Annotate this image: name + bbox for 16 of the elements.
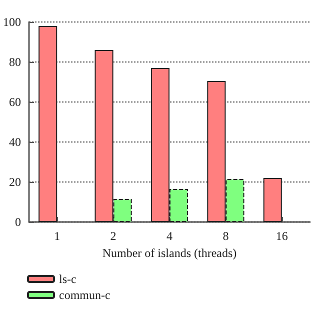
y-tick-label: 60: [9, 95, 21, 109]
legend-label: commun-c: [59, 288, 110, 302]
bar: [38, 26, 58, 222]
x-tick-label: 16: [276, 229, 288, 243]
bar: [263, 178, 282, 222]
y-tick-label: 100: [3, 15, 21, 29]
legend-label: ls-c: [59, 272, 76, 286]
x-tick-label: 1: [54, 229, 60, 243]
x-axis-title: Number of islands (threads): [102, 246, 237, 260]
y-tick-label: 40: [9, 135, 21, 149]
y-tick-label: 20: [9, 175, 21, 189]
x-tick-label: 2: [110, 229, 116, 243]
y-tick-label: 80: [9, 55, 21, 69]
x-tick-label: 4: [166, 229, 172, 243]
x-tick-label: 8: [222, 229, 229, 243]
y-tick-label: 0: [15, 215, 21, 229]
